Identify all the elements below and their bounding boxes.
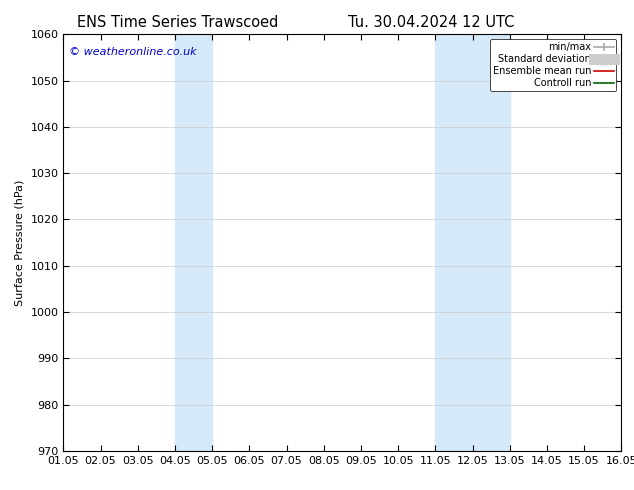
Text: ENS Time Series Trawscoed: ENS Time Series Trawscoed [77, 15, 278, 30]
Bar [175, 34, 212, 451]
Text: Tu. 30.04.2024 12 UTC: Tu. 30.04.2024 12 UTC [348, 15, 514, 30]
Y-axis label: Surface Pressure (hPa): Surface Pressure (hPa) [15, 179, 25, 306]
Text: © weatheronline.co.uk: © weatheronline.co.uk [69, 47, 197, 57]
Legend: min/max, Standard deviation, Ensemble mean run, Controll run: min/max, Standard deviation, Ensemble me… [489, 39, 616, 91]
Bar [436, 34, 510, 451]
